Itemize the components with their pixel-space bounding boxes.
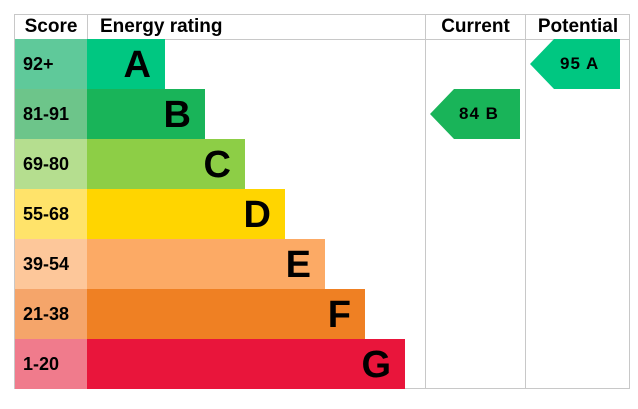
header-divider (14, 39, 630, 40)
score-range-f: 21-38 (15, 289, 87, 339)
potential-rating-label: 95 A (560, 54, 600, 73)
rating-bar-a: A (87, 39, 165, 89)
current-rating-arrow (430, 89, 520, 139)
divider-potential (525, 14, 526, 389)
score-range-d: 55-68 (15, 189, 87, 239)
score-range-e: 39-54 (15, 239, 87, 289)
rating-letter-g: G (361, 344, 391, 386)
header-current: Current (441, 16, 510, 37)
rating-letter-e: E (285, 244, 311, 286)
score-range-g: 1-20 (15, 339, 87, 389)
rating-bar-e: E (87, 239, 325, 289)
divider-current (425, 14, 426, 389)
potential-rating-arrow (530, 39, 620, 89)
rating-letter-f: F (327, 294, 351, 336)
score-range-b: 81-91 (15, 89, 87, 139)
rating-letter-c: C (203, 144, 231, 186)
header-score: Score (24, 16, 78, 37)
rating-bar-b: B (87, 89, 205, 139)
rating-bar-f: F (87, 289, 365, 339)
score-range-a: 92+ (15, 39, 87, 89)
rating-bar-g: G (87, 339, 405, 389)
rating-bar-d: D (87, 189, 285, 239)
rating-letter-b: B (163, 94, 191, 136)
rating-letter-d: D (243, 194, 271, 236)
rating-bar-c: C (87, 139, 245, 189)
score-range-c: 69-80 (15, 139, 87, 189)
header-energy-rating: Energy rating (100, 16, 223, 37)
rating-letter-a: A (123, 44, 151, 86)
current-rating-label: 84 B (459, 104, 499, 123)
header-potential: Potential (537, 16, 619, 37)
